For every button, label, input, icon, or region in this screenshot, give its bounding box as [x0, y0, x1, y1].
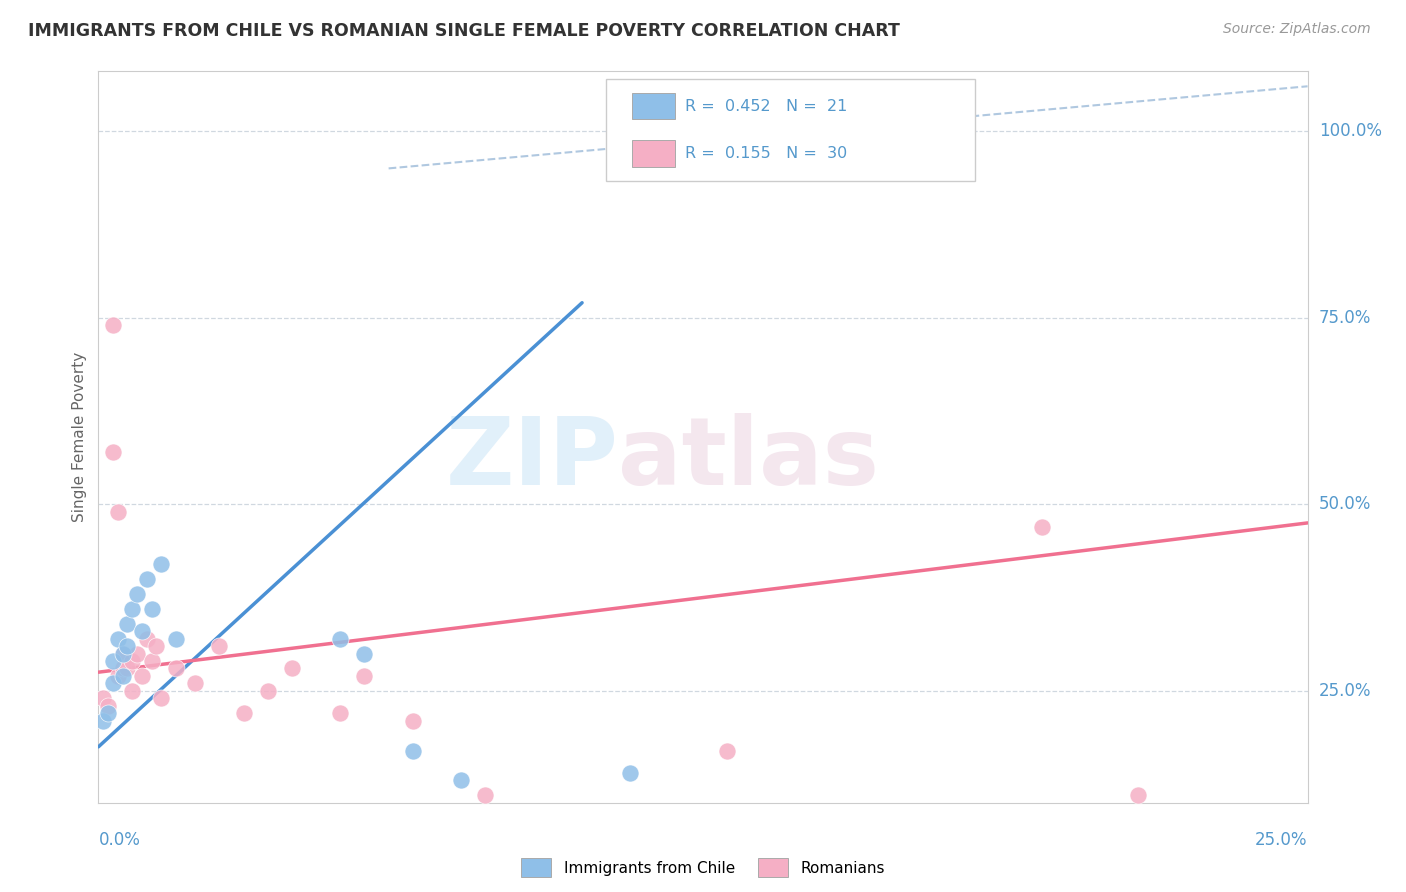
Text: 100.0%: 100.0% [1319, 122, 1382, 140]
Point [111, 661, 134, 675]
Point [107, 632, 129, 646]
FancyBboxPatch shape [606, 78, 976, 181]
Point [232, 706, 254, 721]
Point [329, 632, 352, 646]
FancyBboxPatch shape [631, 140, 675, 167]
Legend: Immigrants from Chile, Romanians: Immigrants from Chile, Romanians [515, 852, 891, 883]
Point [117, 616, 139, 631]
Point [329, 706, 352, 721]
Point [111, 669, 134, 683]
Point [117, 639, 139, 653]
Point [91, 691, 114, 706]
Y-axis label: Single Female Poverty: Single Female Poverty [72, 352, 87, 522]
Point [111, 647, 134, 661]
Text: 25.0%: 25.0% [1256, 830, 1308, 848]
Point [121, 683, 143, 698]
Point [131, 669, 153, 683]
Point [281, 661, 304, 675]
Point [127, 587, 149, 601]
Point [402, 743, 425, 757]
Point [256, 683, 278, 698]
Text: atlas: atlas [619, 413, 879, 505]
Point [101, 445, 124, 459]
Text: Source: ZipAtlas.com: Source: ZipAtlas.com [1223, 22, 1371, 37]
Point [208, 639, 231, 653]
Text: 0.0%: 0.0% [98, 830, 141, 848]
Point [91, 714, 114, 728]
Point [121, 654, 143, 668]
Point [474, 789, 496, 803]
Point [165, 661, 187, 675]
Point [141, 654, 163, 668]
Point [145, 639, 167, 653]
Point [716, 743, 738, 757]
Text: 75.0%: 75.0% [1319, 309, 1371, 326]
Point [141, 601, 163, 615]
Text: 50.0%: 50.0% [1319, 495, 1371, 513]
Point [135, 572, 157, 586]
Point [619, 766, 641, 780]
Point [97, 698, 120, 713]
Point [111, 647, 134, 661]
Text: R =  0.155   N =  30: R = 0.155 N = 30 [685, 146, 846, 161]
Point [117, 661, 139, 675]
Point [353, 669, 375, 683]
Point [150, 557, 173, 571]
Text: 25.0%: 25.0% [1319, 681, 1371, 700]
FancyBboxPatch shape [631, 93, 675, 120]
Point [165, 632, 187, 646]
Point [107, 669, 129, 683]
Text: R =  0.452   N =  21: R = 0.452 N = 21 [685, 99, 848, 113]
Point [135, 632, 157, 646]
Point [353, 647, 375, 661]
Point [101, 676, 124, 690]
Point [184, 676, 207, 690]
Point [450, 773, 472, 788]
Text: IMMIGRANTS FROM CHILE VS ROMANIAN SINGLE FEMALE POVERTY CORRELATION CHART: IMMIGRANTS FROM CHILE VS ROMANIAN SINGLE… [28, 22, 900, 40]
Point [131, 624, 153, 639]
Point [107, 505, 129, 519]
Point [150, 691, 173, 706]
Point [121, 601, 143, 615]
Point [101, 318, 124, 332]
Point [1128, 789, 1150, 803]
Text: ZIP: ZIP [446, 413, 619, 505]
Point [1031, 519, 1053, 533]
Point [101, 654, 124, 668]
Point [97, 706, 120, 721]
Point [127, 647, 149, 661]
Point [402, 714, 425, 728]
